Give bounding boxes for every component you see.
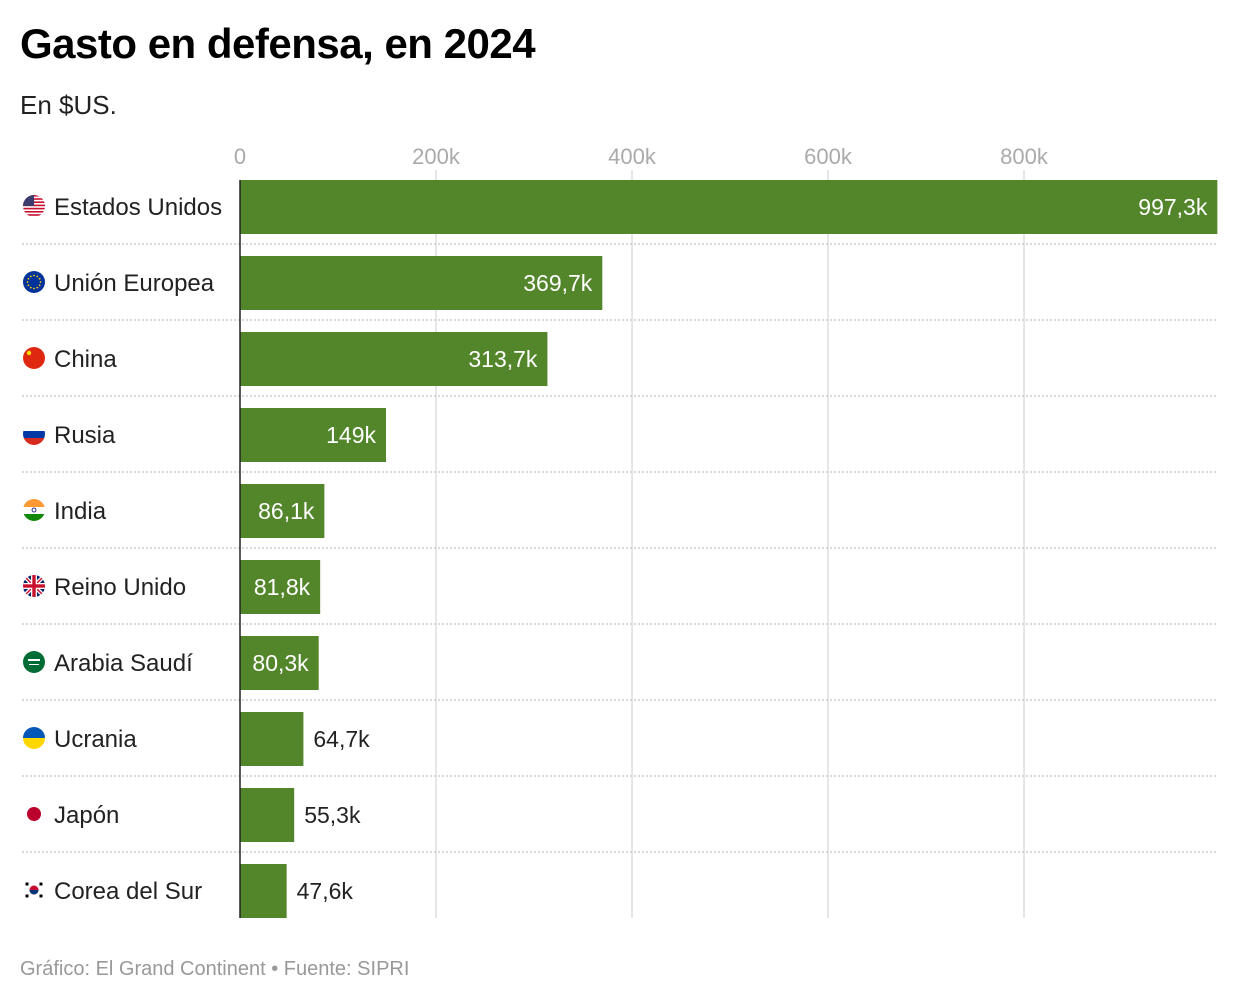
chart-title: Gasto en defensa, en 2024 [20, 20, 536, 67]
us-flag-icon [23, 195, 45, 217]
bar[interactable] [240, 484, 325, 538]
korea-flag-icon [23, 879, 45, 901]
saudi-flag-icon [23, 651, 45, 673]
x-tick-label: 600k [804, 144, 853, 169]
x-tick-label: 200k [412, 144, 461, 169]
x-tick-label: 400k [608, 144, 657, 169]
uk-flag-icon [23, 575, 45, 597]
category-label: India [54, 498, 107, 525]
category-label: Arabia Saudí [54, 650, 193, 677]
india-flag-icon [23, 499, 45, 521]
bar-row: Ucrania 64,7k [22, 699, 1218, 766]
japan-flag-icon [23, 803, 45, 825]
bar-row: China 313,7k [22, 319, 1218, 386]
category-label: Estados Unidos [54, 194, 222, 221]
category-label: China [54, 346, 117, 373]
bar[interactable] [240, 180, 1218, 234]
bar-row: Unión Europea 369,7k [22, 243, 1218, 310]
bar-row: Corea del Sur 47,6k [22, 851, 1218, 918]
value-label: 55,3k [304, 802, 361, 828]
bar[interactable] [240, 560, 321, 614]
value-label: 80,3k [252, 650, 309, 676]
value-label: 47,6k [297, 878, 354, 904]
x-tick-label: 800k [1000, 144, 1049, 169]
bar-row: Arabia Saudí 80,3k [22, 623, 1218, 690]
category-label: Unión Europea [54, 270, 215, 297]
x-tick-label: 0 [234, 144, 246, 169]
bar-row: Japón 55,3k [22, 775, 1218, 842]
value-label: 369,7k [523, 270, 593, 296]
bar[interactable] [240, 256, 603, 310]
bar-row: Estados Unidos 997,3k [23, 180, 1218, 234]
category-label: Japón [54, 802, 119, 829]
value-label: 997,3k [1138, 194, 1208, 220]
bar[interactable] [240, 332, 548, 386]
bar[interactable] [240, 864, 287, 918]
value-label: 64,7k [313, 726, 370, 752]
china-flag-icon [23, 347, 45, 369]
value-label: 81,8k [254, 574, 311, 600]
bar[interactable] [240, 408, 387, 462]
category-label: Rusia [54, 422, 116, 449]
value-label: 149k [326, 422, 376, 448]
ukraine-flag-icon [23, 727, 45, 749]
bar-row: Rusia 149k [22, 395, 1218, 462]
value-label: 86,1k [258, 498, 315, 524]
category-label: Corea del Sur [54, 878, 202, 905]
source-footer: Gráfico: El Grand Continent • Fuente: SI… [20, 958, 410, 980]
eu-flag-icon [23, 271, 45, 293]
bar[interactable] [240, 788, 295, 842]
russia-flag-icon [23, 423, 45, 445]
category-label: Ucrania [54, 726, 137, 753]
bar[interactable] [240, 636, 319, 690]
bar-chart: 0 200k 400k 600k 800k Estados Unidos 997,3k Uni… [22, 144, 1218, 918]
category-label: Reino Unido [54, 574, 186, 601]
chart-subtitle: En $US. [20, 90, 117, 120]
bar-row: Reino Unido 81,8k [22, 547, 1218, 614]
bar-row: India 86,1k [22, 471, 1218, 538]
value-label: 313,7k [468, 346, 538, 372]
bar[interactable] [240, 712, 304, 766]
